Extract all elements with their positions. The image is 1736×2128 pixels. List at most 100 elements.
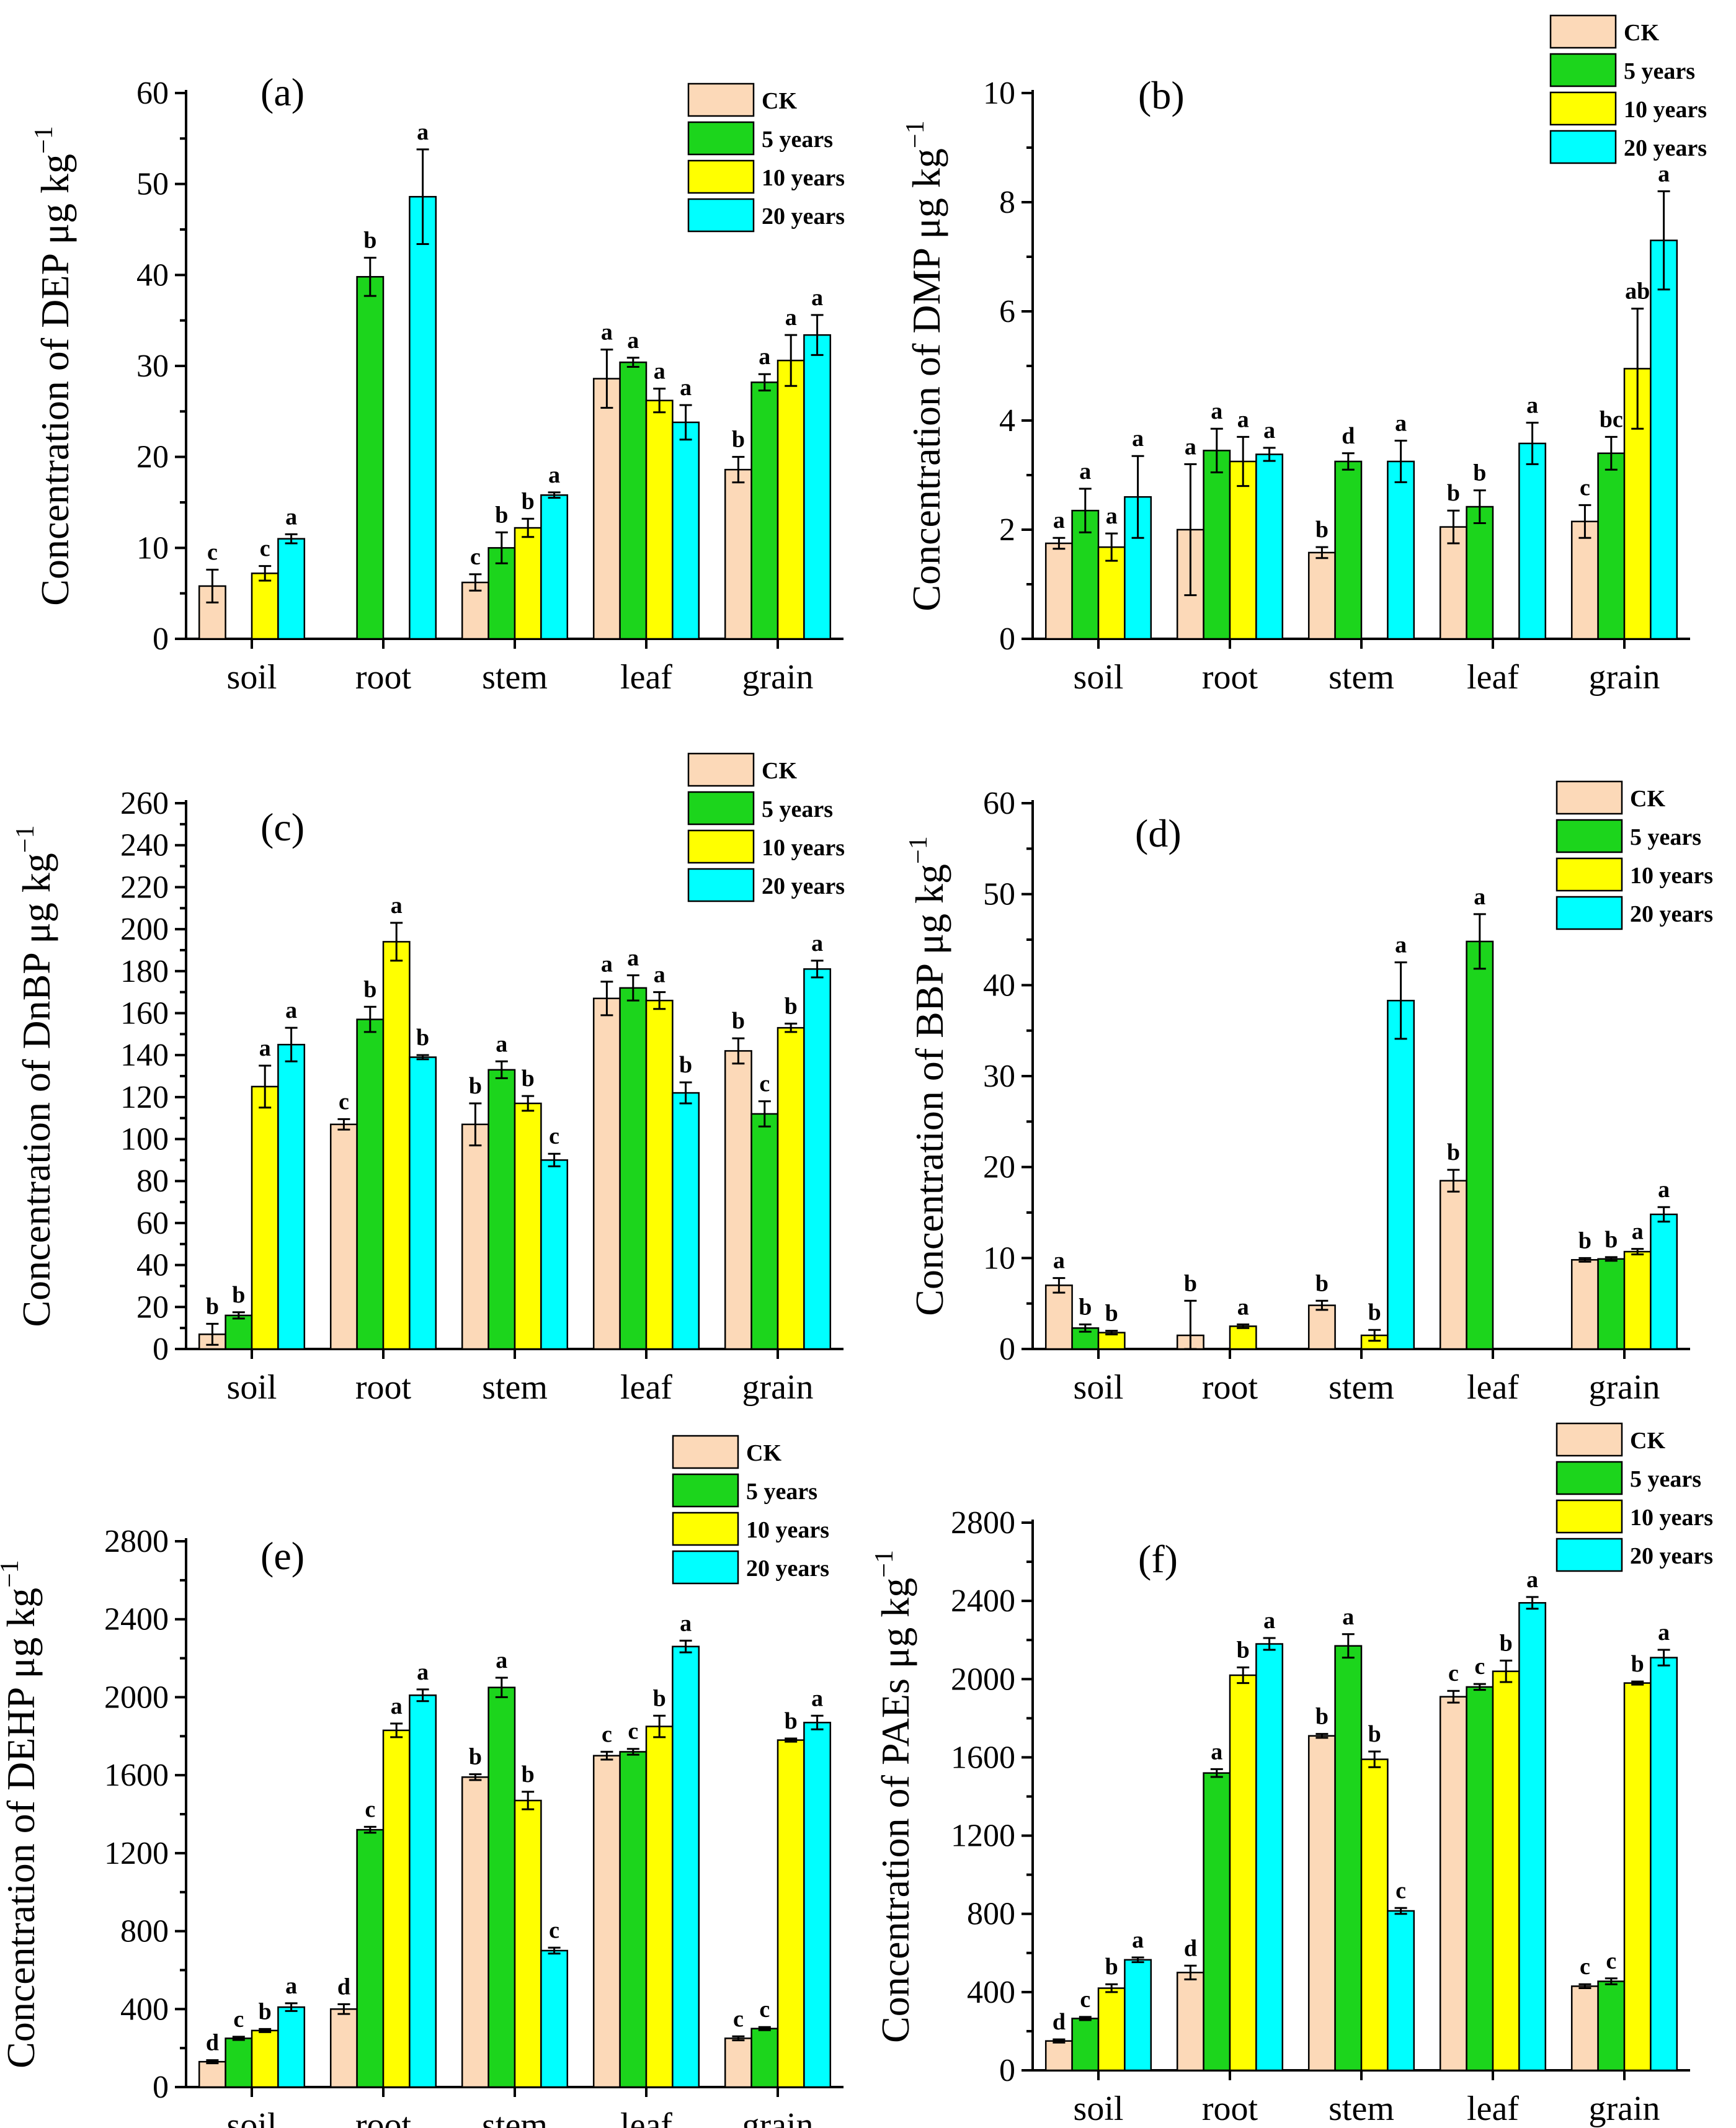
significance-label: d bbox=[206, 2030, 219, 2056]
legend-swatch bbox=[1556, 896, 1623, 930]
legend-label: 10 years bbox=[746, 1517, 829, 1543]
legend-label: 5 years bbox=[762, 127, 833, 153]
y-tick-label: 2800 bbox=[951, 1505, 1015, 1541]
bar-leaf-20-years bbox=[672, 1645, 700, 2088]
significance-label: a bbox=[1106, 503, 1118, 529]
legend-swatch bbox=[687, 198, 755, 233]
legend: CK 5 years 10 years 20 years bbox=[687, 82, 845, 233]
bar-leaf-CK bbox=[592, 1755, 621, 2088]
bar-stem-5-years bbox=[1334, 1645, 1363, 2072]
significance-label: d bbox=[1342, 423, 1355, 449]
significance-label: b bbox=[232, 1282, 245, 1308]
bar-root-5-years bbox=[1203, 1772, 1231, 2072]
bar-leaf-CK bbox=[592, 997, 621, 1350]
bar-soil-20-years bbox=[1124, 1959, 1152, 2072]
significance-label: a bbox=[601, 319, 613, 345]
legend-swatch bbox=[1556, 1422, 1623, 1457]
bar-stem-20-years bbox=[1387, 1910, 1415, 2072]
significance-label: c bbox=[233, 2006, 244, 2032]
y-tick-label: 20 bbox=[983, 1150, 1015, 1185]
y-tick-label: 0 bbox=[153, 2070, 169, 2105]
significance-label: a bbox=[785, 305, 797, 331]
legend-label: CK bbox=[762, 758, 797, 784]
legend-swatch bbox=[1556, 1499, 1623, 1534]
bar-soil-10-years bbox=[251, 572, 279, 640]
y-axis-label-exponent: −1 bbox=[901, 120, 930, 148]
legend-label: 10 years bbox=[762, 165, 845, 191]
significance-label: c bbox=[1580, 1954, 1590, 1980]
significance-label: a bbox=[811, 930, 823, 956]
bar-grain-10-years bbox=[1623, 1250, 1652, 1350]
significance-label: a bbox=[285, 997, 297, 1023]
y-tick-label: 60 bbox=[136, 76, 169, 111]
bar-leaf-CK bbox=[1439, 526, 1467, 640]
significance-label: b bbox=[1473, 460, 1486, 486]
significance-label: a bbox=[391, 893, 403, 919]
significance-label: b bbox=[732, 1008, 745, 1034]
significance-label: c bbox=[1448, 1660, 1459, 1686]
significance-label: b bbox=[1500, 1630, 1513, 1656]
significance-label: a bbox=[1263, 417, 1275, 443]
significance-label: a bbox=[285, 504, 297, 530]
significance-label: bc bbox=[1600, 406, 1623, 432]
legend-swatch bbox=[1556, 857, 1623, 892]
significance-label: c bbox=[365, 1796, 375, 1822]
significance-label: a bbox=[654, 962, 665, 988]
y-tick-label: 20 bbox=[136, 440, 169, 475]
significance-label: b bbox=[1105, 1954, 1118, 1980]
significance-label: a bbox=[1237, 1294, 1249, 1320]
significance-label: a bbox=[391, 1693, 403, 1719]
legend-swatch bbox=[1549, 91, 1617, 126]
significance-label: ab bbox=[1625, 278, 1650, 305]
significance-label: b bbox=[653, 1685, 666, 1711]
bar-root-10-years bbox=[382, 1729, 411, 2088]
panel-label: (c) bbox=[260, 805, 305, 849]
significance-label: a bbox=[1132, 425, 1144, 452]
legend-swatch bbox=[687, 159, 755, 194]
bar-leaf-5-years bbox=[1466, 1686, 1494, 2072]
legend-swatch bbox=[672, 1511, 739, 1546]
y-tick-label: 0 bbox=[999, 621, 1015, 657]
significance-label: a bbox=[496, 1031, 507, 1057]
y-axis-label-exponent: −1 bbox=[30, 126, 58, 154]
significance-label: a bbox=[1658, 161, 1670, 187]
bar-grain-CK bbox=[1570, 520, 1599, 640]
legend-swatch bbox=[1549, 53, 1617, 87]
significance-label: a bbox=[1211, 398, 1222, 424]
bar-root-5-years bbox=[356, 276, 385, 640]
bar-grain-5-years bbox=[1597, 452, 1626, 640]
legend-swatch bbox=[1556, 819, 1623, 853]
significance-label: c bbox=[1580, 474, 1590, 501]
y-tick-label: 40 bbox=[136, 1248, 169, 1283]
legend-label: 10 years bbox=[762, 835, 845, 861]
y-tick-label: 2400 bbox=[951, 1583, 1015, 1619]
bar-stem-CK bbox=[461, 1123, 489, 1350]
y-tick-label: 200 bbox=[120, 912, 169, 947]
bar-root-5-years bbox=[356, 1018, 385, 1350]
bar-soil-10-years bbox=[251, 1085, 279, 1350]
x-tick-label: soil bbox=[1074, 2090, 1124, 2128]
legend-label: 20 years bbox=[746, 1556, 829, 1582]
y-tick-label: 2000 bbox=[104, 1680, 169, 1715]
y-axis-label-exponent: −1 bbox=[904, 836, 933, 864]
x-tick-label: stem bbox=[482, 658, 548, 697]
y-axis-label: Concentration of PAEs μg kg−1 bbox=[870, 1550, 917, 2043]
y-tick-label: 60 bbox=[136, 1206, 169, 1241]
bar-root-20-years bbox=[1255, 453, 1284, 640]
significance-label: b bbox=[679, 1052, 692, 1078]
x-tick-label: stem bbox=[482, 1368, 548, 1407]
y-tick-label: 8 bbox=[999, 185, 1015, 220]
bar-soil-20-years bbox=[277, 538, 306, 640]
legend-label: 10 years bbox=[1630, 1505, 1713, 1531]
y-tick-label: 40 bbox=[136, 257, 169, 293]
legend: CK 5 years 10 years 20 years bbox=[1549, 14, 1707, 164]
bar-leaf-5-years bbox=[1466, 505, 1494, 640]
panel-label: (d) bbox=[1135, 811, 1182, 855]
x-tick-label: stem bbox=[1329, 658, 1394, 697]
legend-label: 5 years bbox=[1630, 824, 1701, 850]
bar-root-10-years bbox=[382, 941, 411, 1350]
bar-stem-CK bbox=[461, 1776, 489, 2088]
